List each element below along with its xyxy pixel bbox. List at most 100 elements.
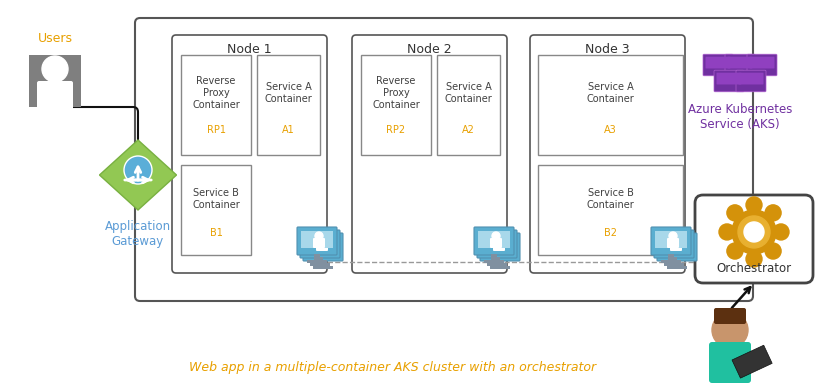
Circle shape bbox=[732, 210, 776, 254]
Text: Orchestrator: Orchestrator bbox=[716, 263, 791, 276]
Text: RP2: RP2 bbox=[387, 125, 406, 135]
Bar bbox=[661, 237, 693, 254]
Bar bbox=[674, 260, 680, 266]
Text: Web app in a multiple-container AKS cluster with an orchestrator: Web app in a multiple-container AKS clus… bbox=[189, 361, 596, 374]
Circle shape bbox=[321, 238, 329, 246]
Circle shape bbox=[765, 205, 781, 221]
Text: Service B
Container: Service B Container bbox=[586, 188, 634, 211]
Bar bbox=[732, 345, 772, 378]
FancyBboxPatch shape bbox=[493, 241, 505, 251]
Text: Service A
Container: Service A Container bbox=[264, 82, 312, 104]
Bar bbox=[538, 55, 683, 155]
Text: Service A
Container: Service A Container bbox=[444, 82, 492, 104]
Bar bbox=[667, 266, 687, 269]
Bar bbox=[481, 234, 513, 251]
Circle shape bbox=[746, 197, 762, 213]
Bar bbox=[538, 165, 683, 255]
Bar bbox=[307, 237, 339, 254]
FancyBboxPatch shape bbox=[490, 238, 502, 248]
Bar bbox=[361, 55, 431, 155]
Bar bbox=[317, 257, 323, 263]
Bar bbox=[437, 55, 500, 155]
Circle shape bbox=[498, 238, 506, 246]
Circle shape bbox=[495, 235, 503, 243]
Text: B2: B2 bbox=[604, 227, 617, 238]
Bar bbox=[671, 257, 677, 263]
Circle shape bbox=[745, 223, 763, 241]
FancyBboxPatch shape bbox=[496, 244, 508, 254]
FancyBboxPatch shape bbox=[480, 233, 520, 261]
FancyBboxPatch shape bbox=[747, 54, 777, 76]
Bar bbox=[487, 263, 507, 266]
Text: Node 2: Node 2 bbox=[407, 42, 452, 56]
Bar bbox=[304, 234, 336, 251]
FancyBboxPatch shape bbox=[716, 73, 742, 85]
FancyBboxPatch shape bbox=[709, 342, 751, 383]
Circle shape bbox=[318, 235, 326, 243]
Circle shape bbox=[744, 222, 764, 242]
FancyBboxPatch shape bbox=[654, 230, 694, 258]
FancyBboxPatch shape bbox=[300, 230, 340, 258]
Text: Azure Kubernetes
Service (AKS): Azure Kubernetes Service (AKS) bbox=[688, 103, 792, 131]
FancyBboxPatch shape bbox=[135, 18, 753, 301]
Text: Service B
Container: Service B Container bbox=[192, 188, 240, 211]
Circle shape bbox=[738, 216, 770, 248]
FancyBboxPatch shape bbox=[725, 54, 755, 76]
FancyBboxPatch shape bbox=[530, 35, 685, 273]
Circle shape bbox=[492, 232, 500, 240]
Circle shape bbox=[669, 232, 677, 240]
Text: Reverse
Proxy
Container: Reverse Proxy Container bbox=[192, 76, 240, 111]
Bar bbox=[29, 55, 81, 107]
Circle shape bbox=[315, 232, 323, 240]
Bar bbox=[494, 257, 500, 263]
Circle shape bbox=[719, 224, 735, 240]
Text: A2: A2 bbox=[462, 125, 475, 135]
Circle shape bbox=[773, 224, 789, 240]
FancyBboxPatch shape bbox=[172, 35, 327, 273]
Text: Users: Users bbox=[37, 32, 73, 45]
FancyBboxPatch shape bbox=[474, 227, 514, 255]
Text: RP1: RP1 bbox=[206, 125, 225, 135]
FancyBboxPatch shape bbox=[297, 227, 337, 255]
Text: Application
Gateway: Application Gateway bbox=[105, 220, 171, 248]
FancyBboxPatch shape bbox=[667, 238, 679, 248]
FancyBboxPatch shape bbox=[316, 241, 328, 251]
FancyBboxPatch shape bbox=[749, 57, 775, 69]
Circle shape bbox=[42, 56, 68, 82]
Bar bbox=[668, 254, 674, 260]
Text: A3: A3 bbox=[604, 125, 617, 135]
Bar bbox=[478, 231, 510, 248]
FancyBboxPatch shape bbox=[352, 35, 507, 273]
Bar bbox=[310, 263, 330, 266]
Circle shape bbox=[746, 251, 762, 267]
Text: Node 1: Node 1 bbox=[227, 42, 272, 56]
Bar bbox=[655, 231, 687, 248]
FancyBboxPatch shape bbox=[651, 227, 691, 255]
FancyBboxPatch shape bbox=[738, 73, 763, 85]
Bar bbox=[257, 55, 320, 155]
Bar bbox=[307, 260, 327, 263]
Bar bbox=[320, 260, 326, 266]
FancyBboxPatch shape bbox=[736, 70, 766, 92]
FancyBboxPatch shape bbox=[37, 81, 73, 113]
Circle shape bbox=[124, 156, 152, 184]
Circle shape bbox=[712, 312, 748, 348]
Bar bbox=[181, 165, 251, 255]
Bar bbox=[664, 263, 684, 266]
FancyBboxPatch shape bbox=[705, 57, 730, 69]
FancyBboxPatch shape bbox=[303, 233, 343, 261]
Text: A1: A1 bbox=[282, 125, 295, 135]
Bar bbox=[490, 266, 510, 269]
Bar bbox=[658, 234, 690, 251]
FancyBboxPatch shape bbox=[670, 241, 682, 251]
Text: Service A
Container: Service A Container bbox=[586, 82, 634, 104]
Circle shape bbox=[672, 235, 680, 243]
Bar bbox=[497, 260, 503, 266]
FancyBboxPatch shape bbox=[714, 70, 744, 92]
Polygon shape bbox=[99, 140, 177, 210]
Circle shape bbox=[675, 238, 683, 246]
FancyBboxPatch shape bbox=[728, 57, 752, 69]
Bar bbox=[491, 254, 497, 260]
Bar bbox=[313, 266, 333, 269]
Bar bbox=[484, 237, 516, 254]
